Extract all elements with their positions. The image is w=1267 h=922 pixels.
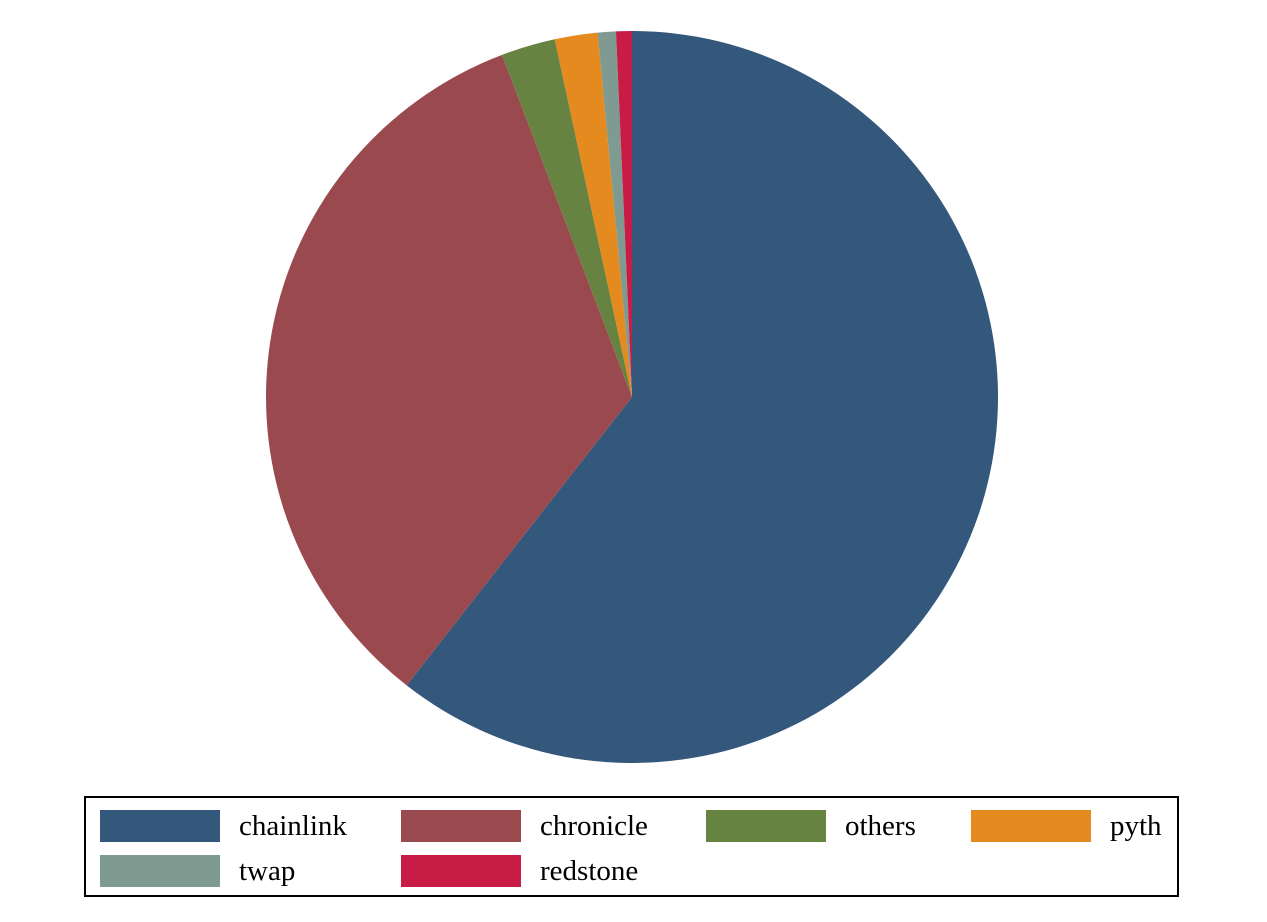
- legend-label-others: others: [845, 810, 916, 842]
- pie-slice-pyth: [554, 32, 632, 398]
- legend-swatch-twap: [100, 855, 220, 887]
- pie-slice-others: [502, 39, 632, 397]
- pie-slice-chainlink: [406, 31, 999, 763]
- pie-slice-redstone: [615, 31, 632, 397]
- pie-slice-twap: [597, 31, 632, 397]
- legend-label-chainlink: chainlink: [239, 810, 347, 842]
- legend-swatch-pyth: [971, 810, 1091, 842]
- pie-chart: [266, 31, 999, 763]
- legend-label-pyth: pyth: [1110, 810, 1162, 842]
- pie-slices: [266, 31, 999, 763]
- legend-label-redstone: redstone: [540, 855, 639, 887]
- legend-swatch-redstone: [401, 855, 521, 887]
- legend-label-chronicle: chronicle: [540, 810, 648, 842]
- legend-label-twap: twap: [239, 855, 296, 887]
- legend-swatch-others: [706, 810, 826, 842]
- legend-swatch-chronicle: [401, 810, 521, 842]
- pie-slice-chronicle: [266, 54, 632, 686]
- legend: chainlink chronicle others pyth twap red…: [84, 796, 1179, 897]
- legend-swatch-chainlink: [100, 810, 220, 842]
